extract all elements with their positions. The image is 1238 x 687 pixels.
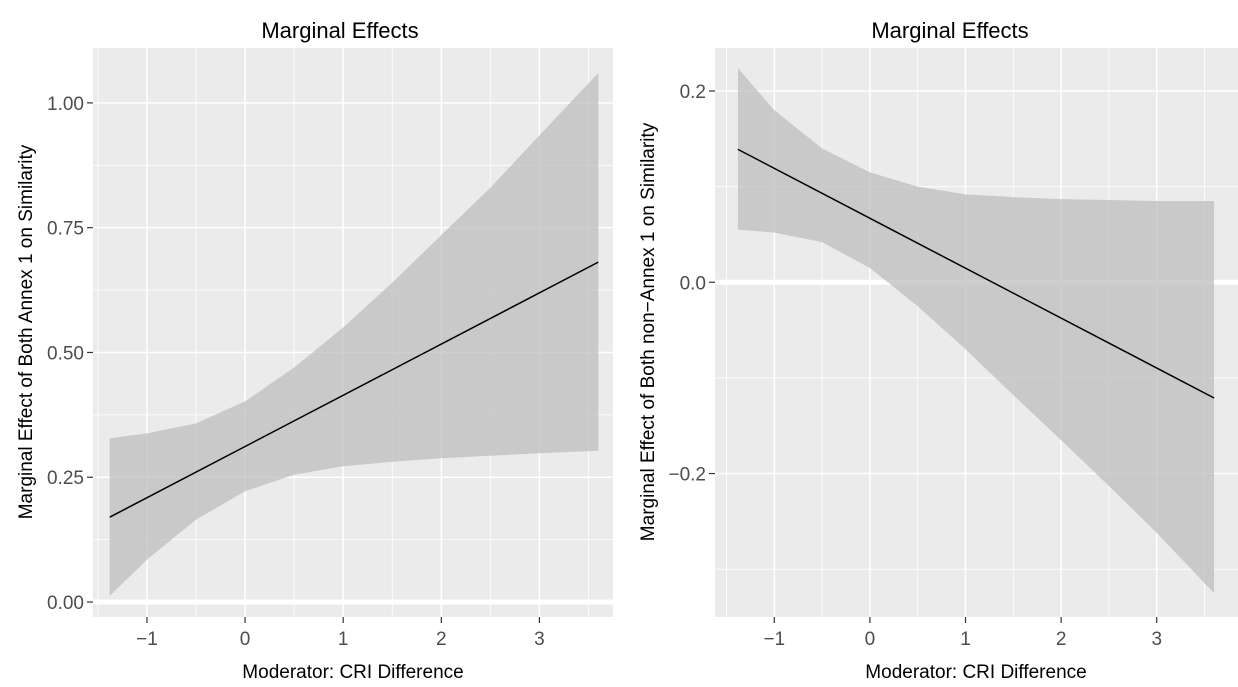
y-tick-label: 0.2 — [680, 82, 706, 103]
x-tick-label: 2 — [436, 629, 447, 650]
x-tick-label: 2 — [1056, 629, 1067, 650]
left-chart-panel: Marginal Effects −1 0 1 2 3 0.00 0.25 0.50 0.75 1… — [16, 18, 613, 683]
x-tick-label: −1 — [136, 629, 158, 650]
right-chart-panel: Marginal Effects −1 0 1 2 3 −0.2 0.0 0.2 Modera… — [638, 18, 1238, 683]
x-tick-label: 0 — [865, 629, 876, 650]
y-tick-label: 1.00 — [47, 94, 84, 115]
y-tick-label: −0.2 — [668, 465, 706, 486]
right-effect-line — [737, 148, 1215, 399]
x-tick-label: 0 — [240, 629, 251, 650]
y-tick-label: 0.0 — [680, 273, 706, 294]
x-tick-label: 1 — [960, 629, 971, 650]
confidence-band-area — [737, 68, 1215, 594]
marginal-effect-line — [109, 261, 599, 518]
left-y-axis-title: Marginal Effect of Both Annex 1 on Simil… — [16, 144, 37, 519]
y-tick-label: 0.50 — [47, 343, 84, 364]
left-confidence-band — [109, 72, 599, 597]
right-x-axis-title: Moderator: CRI Difference — [865, 662, 1086, 683]
x-tick-label: 1 — [338, 629, 349, 650]
right-axis-ticks: −1 0 1 2 3 −0.2 0.0 0.2 — [668, 82, 1162, 650]
left-axis-ticks: −1 0 1 2 3 0.00 0.25 0.50 0.75 1.00 — [47, 94, 545, 650]
left-x-axis-title: Moderator: CRI Difference — [242, 662, 463, 683]
x-tick-label: −1 — [763, 629, 785, 650]
x-tick-label: 3 — [534, 629, 545, 650]
y-tick-label: 0.75 — [47, 219, 84, 240]
y-tick-label: 0.00 — [47, 593, 84, 614]
right-chart-title: Marginal Effects — [871, 18, 1028, 43]
right-y-axis-title: Marginal Effect of Both non−Annex 1 on S… — [638, 122, 659, 541]
right-confidence-band — [737, 68, 1215, 594]
left-chart-title: Marginal Effects — [261, 18, 418, 43]
x-tick-label: 3 — [1151, 629, 1162, 650]
confidence-band-area — [109, 72, 599, 597]
left-effect-line — [109, 261, 599, 518]
marginal-effect-line — [737, 148, 1215, 399]
y-tick-label: 0.25 — [47, 468, 84, 489]
